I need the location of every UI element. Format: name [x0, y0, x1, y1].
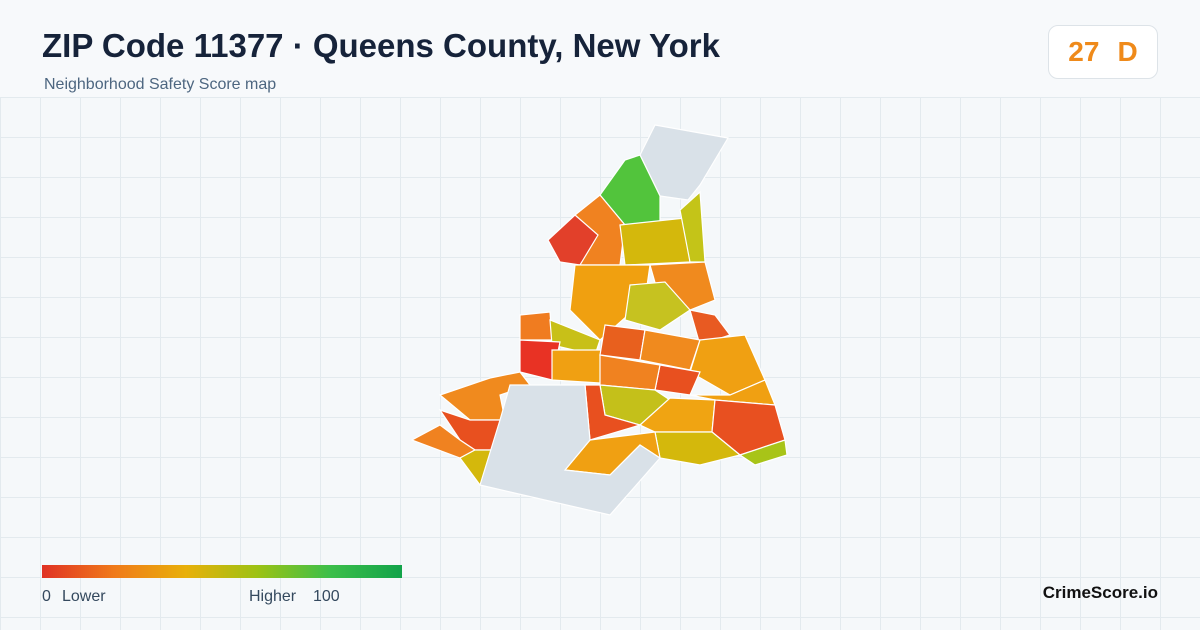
region [689, 379, 776, 406]
region [624, 281, 691, 331]
region [519, 311, 553, 341]
park [479, 384, 661, 516]
legend-gradient [42, 565, 402, 578]
header [0, 0, 1200, 97]
score-grade: D [1117, 36, 1138, 67]
score-badge: 27 D [1048, 25, 1158, 79]
legend-max-label: Higher [249, 588, 297, 605]
brand: CrimeScore.io [1042, 583, 1158, 602]
legend-max: 100 [313, 588, 340, 605]
score-value: 27 [1068, 36, 1100, 67]
region [410, 424, 477, 459]
title: ZIP Code 11377 · Queens County, New York [42, 27, 720, 64]
legend-min-label: Lower [62, 588, 106, 605]
subtitle: Neighborhood Safety Score map [44, 76, 277, 93]
region [599, 324, 646, 361]
region [738, 439, 788, 466]
region [569, 264, 651, 341]
region [551, 349, 606, 384]
map-regions [410, 124, 788, 516]
region [619, 217, 691, 266]
legend-min: 0 [42, 588, 51, 605]
region [689, 309, 731, 346]
